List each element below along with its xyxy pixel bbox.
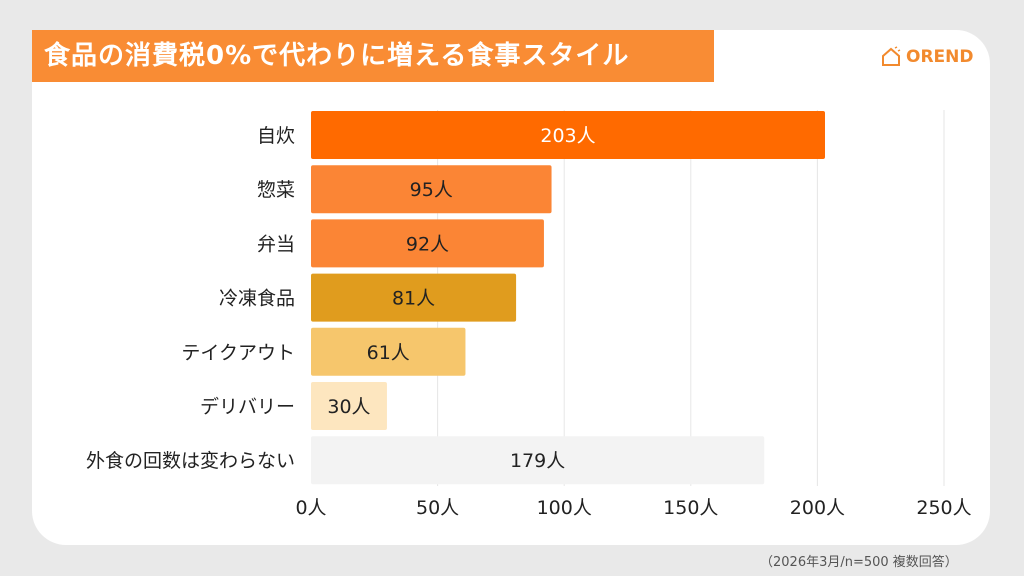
data-label: 81人 bbox=[392, 288, 435, 310]
x-tick-label: 0人 bbox=[295, 497, 326, 519]
orend-logo: OREND bbox=[880, 46, 974, 68]
data-label: 179人 bbox=[510, 450, 565, 472]
logo-text: OREND bbox=[906, 47, 974, 67]
data-label: 61人 bbox=[367, 342, 410, 364]
x-tick-label: 200人 bbox=[790, 497, 845, 519]
category-label: 自炊 bbox=[257, 125, 295, 147]
bar bbox=[311, 165, 552, 214]
data-label: 95人 bbox=[410, 179, 453, 201]
chart-title: 食品の消費税0%で代わりに増える食事スタイル bbox=[32, 30, 714, 82]
category-label: テイクアウト bbox=[181, 342, 295, 364]
bar bbox=[311, 219, 544, 268]
bar bbox=[311, 327, 466, 376]
category-label: デリバリー bbox=[200, 396, 295, 418]
category-label: 惣菜 bbox=[257, 179, 295, 201]
category-label: 外食の回数は変わらない bbox=[86, 450, 295, 472]
bar bbox=[311, 436, 765, 485]
x-tick-label: 150人 bbox=[663, 497, 718, 519]
bar bbox=[311, 111, 825, 159]
x-tick-label: 50人 bbox=[416, 497, 459, 519]
bar bbox=[311, 273, 517, 322]
category-label: 弁当 bbox=[257, 233, 295, 255]
category-label: 冷凍食品 bbox=[219, 288, 295, 310]
data-label: 30人 bbox=[327, 396, 370, 418]
house-icon bbox=[882, 46, 901, 66]
bar bbox=[311, 382, 387, 430]
survey-note: （2026年3月/n=500 複数回答） bbox=[760, 555, 958, 570]
data-label: 203人 bbox=[540, 125, 595, 147]
x-tick-label: 250人 bbox=[916, 497, 971, 519]
x-tick-label: 100人 bbox=[537, 497, 592, 519]
data-label: 92人 bbox=[406, 233, 449, 255]
